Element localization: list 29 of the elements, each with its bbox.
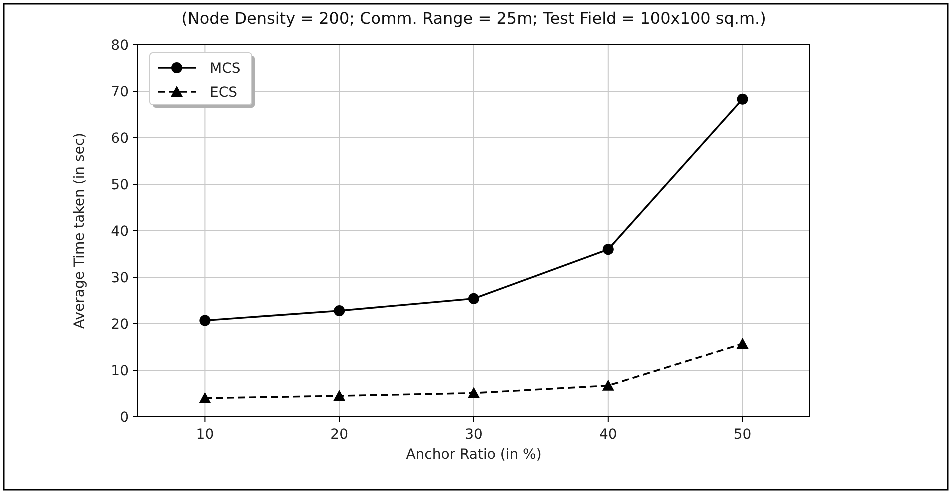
x-tick-label: 10 xyxy=(196,427,214,443)
point xyxy=(334,390,346,402)
point xyxy=(468,293,480,304)
y-axis-title: Average Time taken (in sec) xyxy=(72,132,88,330)
point xyxy=(200,315,211,326)
point xyxy=(468,387,480,398)
y-tick-label: 70 xyxy=(111,84,129,100)
y-tick-label: 50 xyxy=(111,178,129,194)
point xyxy=(199,392,212,404)
y-tick-label: 10 xyxy=(111,364,129,380)
point xyxy=(602,380,614,391)
y-tick-label: 20 xyxy=(111,317,129,333)
y-tick-label: 60 xyxy=(111,131,129,147)
x-tick-label: 40 xyxy=(599,427,618,443)
y-tick-label: 40 xyxy=(111,224,129,240)
chart-title: (Node Density = 200; Comm. Range = 25m; Test Field = 100x100 sq.m.) xyxy=(182,9,766,28)
legend-label: ECS xyxy=(210,85,238,101)
point xyxy=(602,244,614,256)
x-tick-label: 30 xyxy=(465,427,483,443)
y-tick-label: 0 xyxy=(120,410,129,426)
x-tick-label: 50 xyxy=(734,427,752,443)
point xyxy=(737,94,748,105)
y-tick-label: 80 xyxy=(111,38,129,54)
legend-label: MCS xyxy=(210,61,241,77)
x-axis-title: Anchor Ratio (in %) xyxy=(406,447,542,463)
x-tick-label: 20 xyxy=(330,427,349,443)
point xyxy=(736,338,749,349)
point xyxy=(334,305,346,316)
y-tick-label: 30 xyxy=(111,270,129,286)
